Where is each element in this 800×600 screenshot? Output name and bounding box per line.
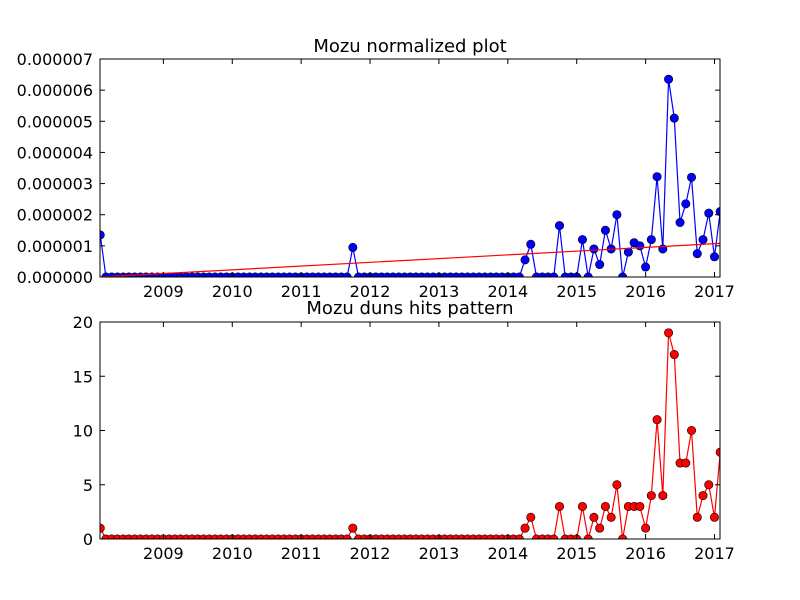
y-tick-label: 0.000002 [17, 206, 93, 225]
chart-title-normalized: Mozu normalized plot [313, 36, 506, 57]
data-point [715, 447, 720, 457]
data-point [554, 501, 564, 511]
data-point [641, 523, 651, 533]
y-tick-label: 0.000000 [17, 268, 93, 287]
x-tick-label: 2009 [143, 282, 184, 301]
data-point [577, 235, 587, 245]
data-point [635, 241, 645, 251]
x-tick-label: 2009 [143, 544, 184, 563]
data-point [577, 501, 587, 511]
data-point [526, 239, 536, 249]
data-point [520, 523, 530, 533]
data-point [704, 208, 714, 218]
data-point [692, 512, 702, 522]
data-point [652, 415, 662, 425]
data-point [600, 501, 610, 511]
data-point [623, 247, 633, 257]
x-tick-label: 2011 [281, 282, 322, 301]
data-point [698, 235, 708, 245]
y-tick-label: 20 [73, 313, 93, 332]
x-tick-label: 2012 [350, 544, 391, 563]
data-point [687, 425, 697, 435]
series-line [100, 79, 720, 277]
x-tick-label: 2015 [556, 282, 597, 301]
data-point [348, 242, 358, 252]
plot-area [100, 74, 720, 277]
chart-title-duns-hits: Mozu duns hits pattern [306, 298, 513, 319]
data-point [664, 328, 674, 338]
data-point [704, 480, 714, 490]
x-tick-label: 2017 [694, 544, 735, 563]
data-point [709, 252, 719, 262]
y-tick-label: 0.000003 [17, 175, 93, 194]
data-point [664, 74, 674, 84]
y-tick-label: 0.000004 [17, 143, 93, 162]
data-point [669, 350, 679, 360]
series-line [100, 242, 720, 277]
data-point [652, 172, 662, 182]
data-point [612, 210, 622, 220]
data-point [635, 501, 645, 511]
x-tick-label: 2010 [212, 544, 253, 563]
data-point [612, 480, 622, 490]
data-point [675, 218, 685, 228]
y-tick-label: 5 [83, 476, 93, 495]
x-tick-label: 2013 [419, 544, 460, 563]
data-point [698, 491, 708, 501]
x-tick-label: 2016 [625, 282, 666, 301]
y-tick-label: 15 [73, 367, 93, 386]
y-tick-label: 0.000007 [17, 50, 93, 69]
data-point [520, 255, 530, 265]
y-tick-label: 0.000001 [17, 237, 93, 256]
x-tick-label: 2011 [281, 544, 322, 563]
data-point [709, 512, 719, 522]
data-point [595, 260, 605, 270]
data-point [669, 113, 679, 123]
x-tick-label: 2017 [694, 282, 735, 301]
x-tick-label: 2014 [487, 282, 528, 301]
y-tick-label: 0.000006 [17, 81, 93, 100]
x-tick-label: 2010 [212, 282, 253, 301]
data-point [348, 523, 358, 533]
x-tick-label: 2014 [487, 544, 528, 563]
x-tick-label: 2013 [419, 282, 460, 301]
data-point [681, 199, 691, 209]
data-point [646, 491, 656, 501]
data-point [526, 512, 536, 522]
data-point [606, 512, 616, 522]
data-point [641, 262, 651, 272]
x-tick-label: 2016 [625, 544, 666, 563]
data-point [600, 225, 610, 235]
data-point [589, 244, 599, 254]
axes-frame [99, 58, 721, 278]
normalized-plot-panel: Mozu normalized plot 2009 2010 2011 2012 201… [17, 36, 735, 301]
data-point [646, 235, 656, 245]
data-point [715, 207, 720, 217]
data-point [681, 458, 691, 468]
duns-hits-panel: Mozu duns hits pattern 2009 2010 2011 2012 2… [73, 298, 735, 563]
y-tick-label: 0 [83, 530, 93, 549]
y-tick-label: 0.000005 [17, 112, 93, 131]
y-tick-label: 10 [73, 422, 93, 441]
data-point [595, 523, 605, 533]
data-point [554, 221, 564, 231]
x-tick-label: 2015 [556, 544, 597, 563]
data-point [589, 512, 599, 522]
data-point [692, 249, 702, 259]
plot-area [100, 328, 720, 539]
data-point [658, 491, 668, 501]
x-tick-label: 2012 [350, 282, 391, 301]
data-point [687, 172, 697, 182]
